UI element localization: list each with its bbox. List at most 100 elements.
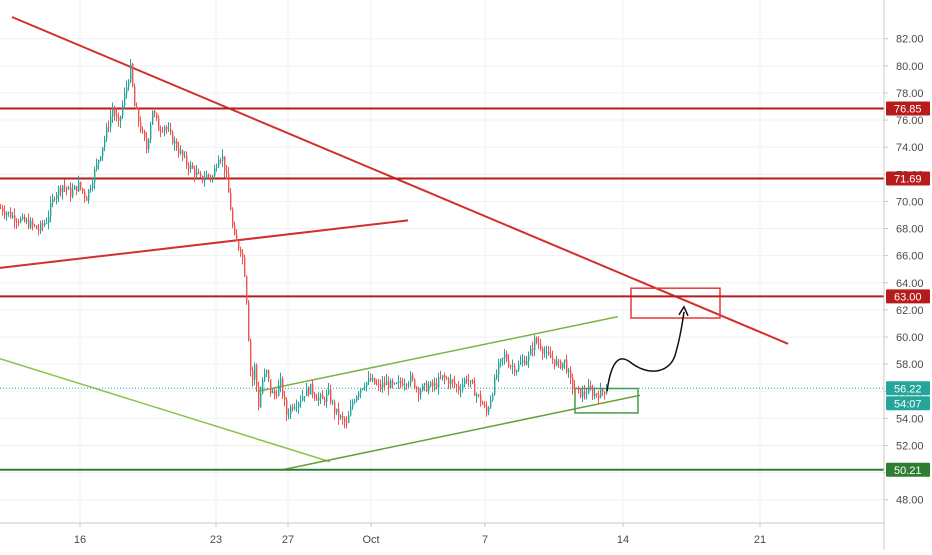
candle-body: [600, 388, 602, 398]
candle-body: [102, 147, 104, 157]
candle-body: [472, 380, 474, 384]
candle-body: [260, 392, 262, 408]
candle-body: [350, 407, 352, 416]
candle-body: [464, 379, 466, 385]
candle-body: [4, 211, 6, 215]
forecast-arrow-curve[interactable]: [606, 311, 685, 392]
candle-body: [90, 188, 92, 190]
candle-body: [68, 187, 70, 190]
rising-trend-line[interactable]: [0, 219, 409, 269]
candle-body: [602, 388, 604, 392]
candle-body: [450, 379, 452, 385]
candle-body: [308, 387, 310, 395]
level-price-badge-box: [886, 462, 930, 477]
candle-body: [394, 383, 396, 385]
price-axis[interactable]: 82.0080.0078.0076.0074.0072.0070.0068.00…: [884, 34, 924, 507]
candle-body: [410, 375, 412, 384]
candle-body: [218, 160, 220, 168]
candle-body: [482, 402, 484, 405]
candle-body: [508, 360, 510, 367]
candle-body: [226, 171, 228, 174]
candle-body: [558, 360, 560, 362]
candle-body: [388, 381, 390, 388]
candle-body: [238, 241, 240, 249]
candle-body: [28, 220, 30, 228]
candle-body: [236, 234, 238, 242]
candle-body: [146, 138, 148, 150]
falling-support-line[interactable]: [0, 357, 331, 463]
candle-body: [474, 383, 476, 396]
candle-body: [184, 155, 186, 157]
candle-body: [140, 122, 142, 131]
candle-body: [10, 212, 12, 218]
candle-body: [550, 353, 552, 358]
target-zone-box[interactable]: [630, 287, 721, 319]
drawing-layer[interactable]: [0, 16, 789, 471]
candle-body: [392, 380, 394, 384]
candle-body: [254, 365, 256, 380]
candle-body: [242, 253, 244, 258]
candle-body: [152, 110, 154, 125]
candle-body: [544, 352, 546, 354]
candle-body: [376, 383, 378, 385]
time-tick-label: 21: [754, 534, 766, 546]
main-downtrend-line[interactable]: [11, 16, 789, 345]
price-axis-background: [884, 0, 932, 550]
price-tick-label: 62.00: [896, 305, 924, 317]
candle-body: [594, 393, 596, 396]
candle-body: [424, 383, 426, 385]
candle-body: [372, 378, 374, 381]
channel-lower-line[interactable]: [281, 394, 641, 471]
candle-body: [334, 401, 336, 413]
candle-body: [8, 212, 10, 214]
candle-body: [446, 377, 448, 380]
time-axis[interactable]: 16 23 27 Oct 7 14 21: [74, 523, 766, 546]
candle-body: [554, 359, 556, 366]
candle-body: [52, 198, 54, 204]
candle-body: [276, 395, 278, 397]
candle-body: [82, 188, 84, 192]
candle-body: [292, 407, 294, 409]
countdown-badge-box: [886, 396, 930, 411]
candle-body: [220, 160, 222, 161]
candle-body: [100, 156, 102, 161]
candle-body: [126, 87, 128, 94]
candle-body: [268, 370, 270, 380]
candle-body: [572, 377, 574, 388]
candle-body: [114, 109, 116, 116]
candle-body: [240, 248, 242, 254]
candle-body: [46, 222, 48, 224]
candle-body: [30, 220, 32, 228]
price-tick-label: 76.00: [896, 115, 924, 127]
candle-body: [166, 126, 168, 130]
candle-body: [440, 377, 442, 379]
candle-body: [278, 385, 280, 396]
candle-body: [176, 140, 178, 149]
channel-upper-line[interactable]: [257, 315, 619, 392]
candle-body: [400, 381, 402, 384]
candle-body: [230, 192, 232, 210]
candle-body: [374, 378, 376, 384]
candle-body: [80, 182, 82, 189]
candle-body: [596, 393, 598, 395]
candle-body: [124, 93, 126, 106]
horizontal-levels[interactable]: [0, 107, 884, 471]
candle-body: [222, 156, 224, 161]
candle-body: [530, 348, 532, 356]
price-tick-label: 54.00: [896, 413, 924, 425]
last-price-badge-label: 56.22: [894, 383, 922, 395]
candle-body: [202, 176, 204, 181]
candle-body: [588, 385, 590, 394]
price-tick-label: 48.00: [896, 495, 924, 507]
candle-body: [284, 396, 286, 401]
candle-body: [312, 383, 314, 394]
candle-body: [436, 383, 438, 388]
candle-body: [40, 223, 42, 231]
candle-body: [510, 366, 512, 367]
candle-body: [532, 348, 534, 351]
forecast-arrow[interactable]: [606, 305, 689, 392]
candle-body: [42, 223, 44, 226]
